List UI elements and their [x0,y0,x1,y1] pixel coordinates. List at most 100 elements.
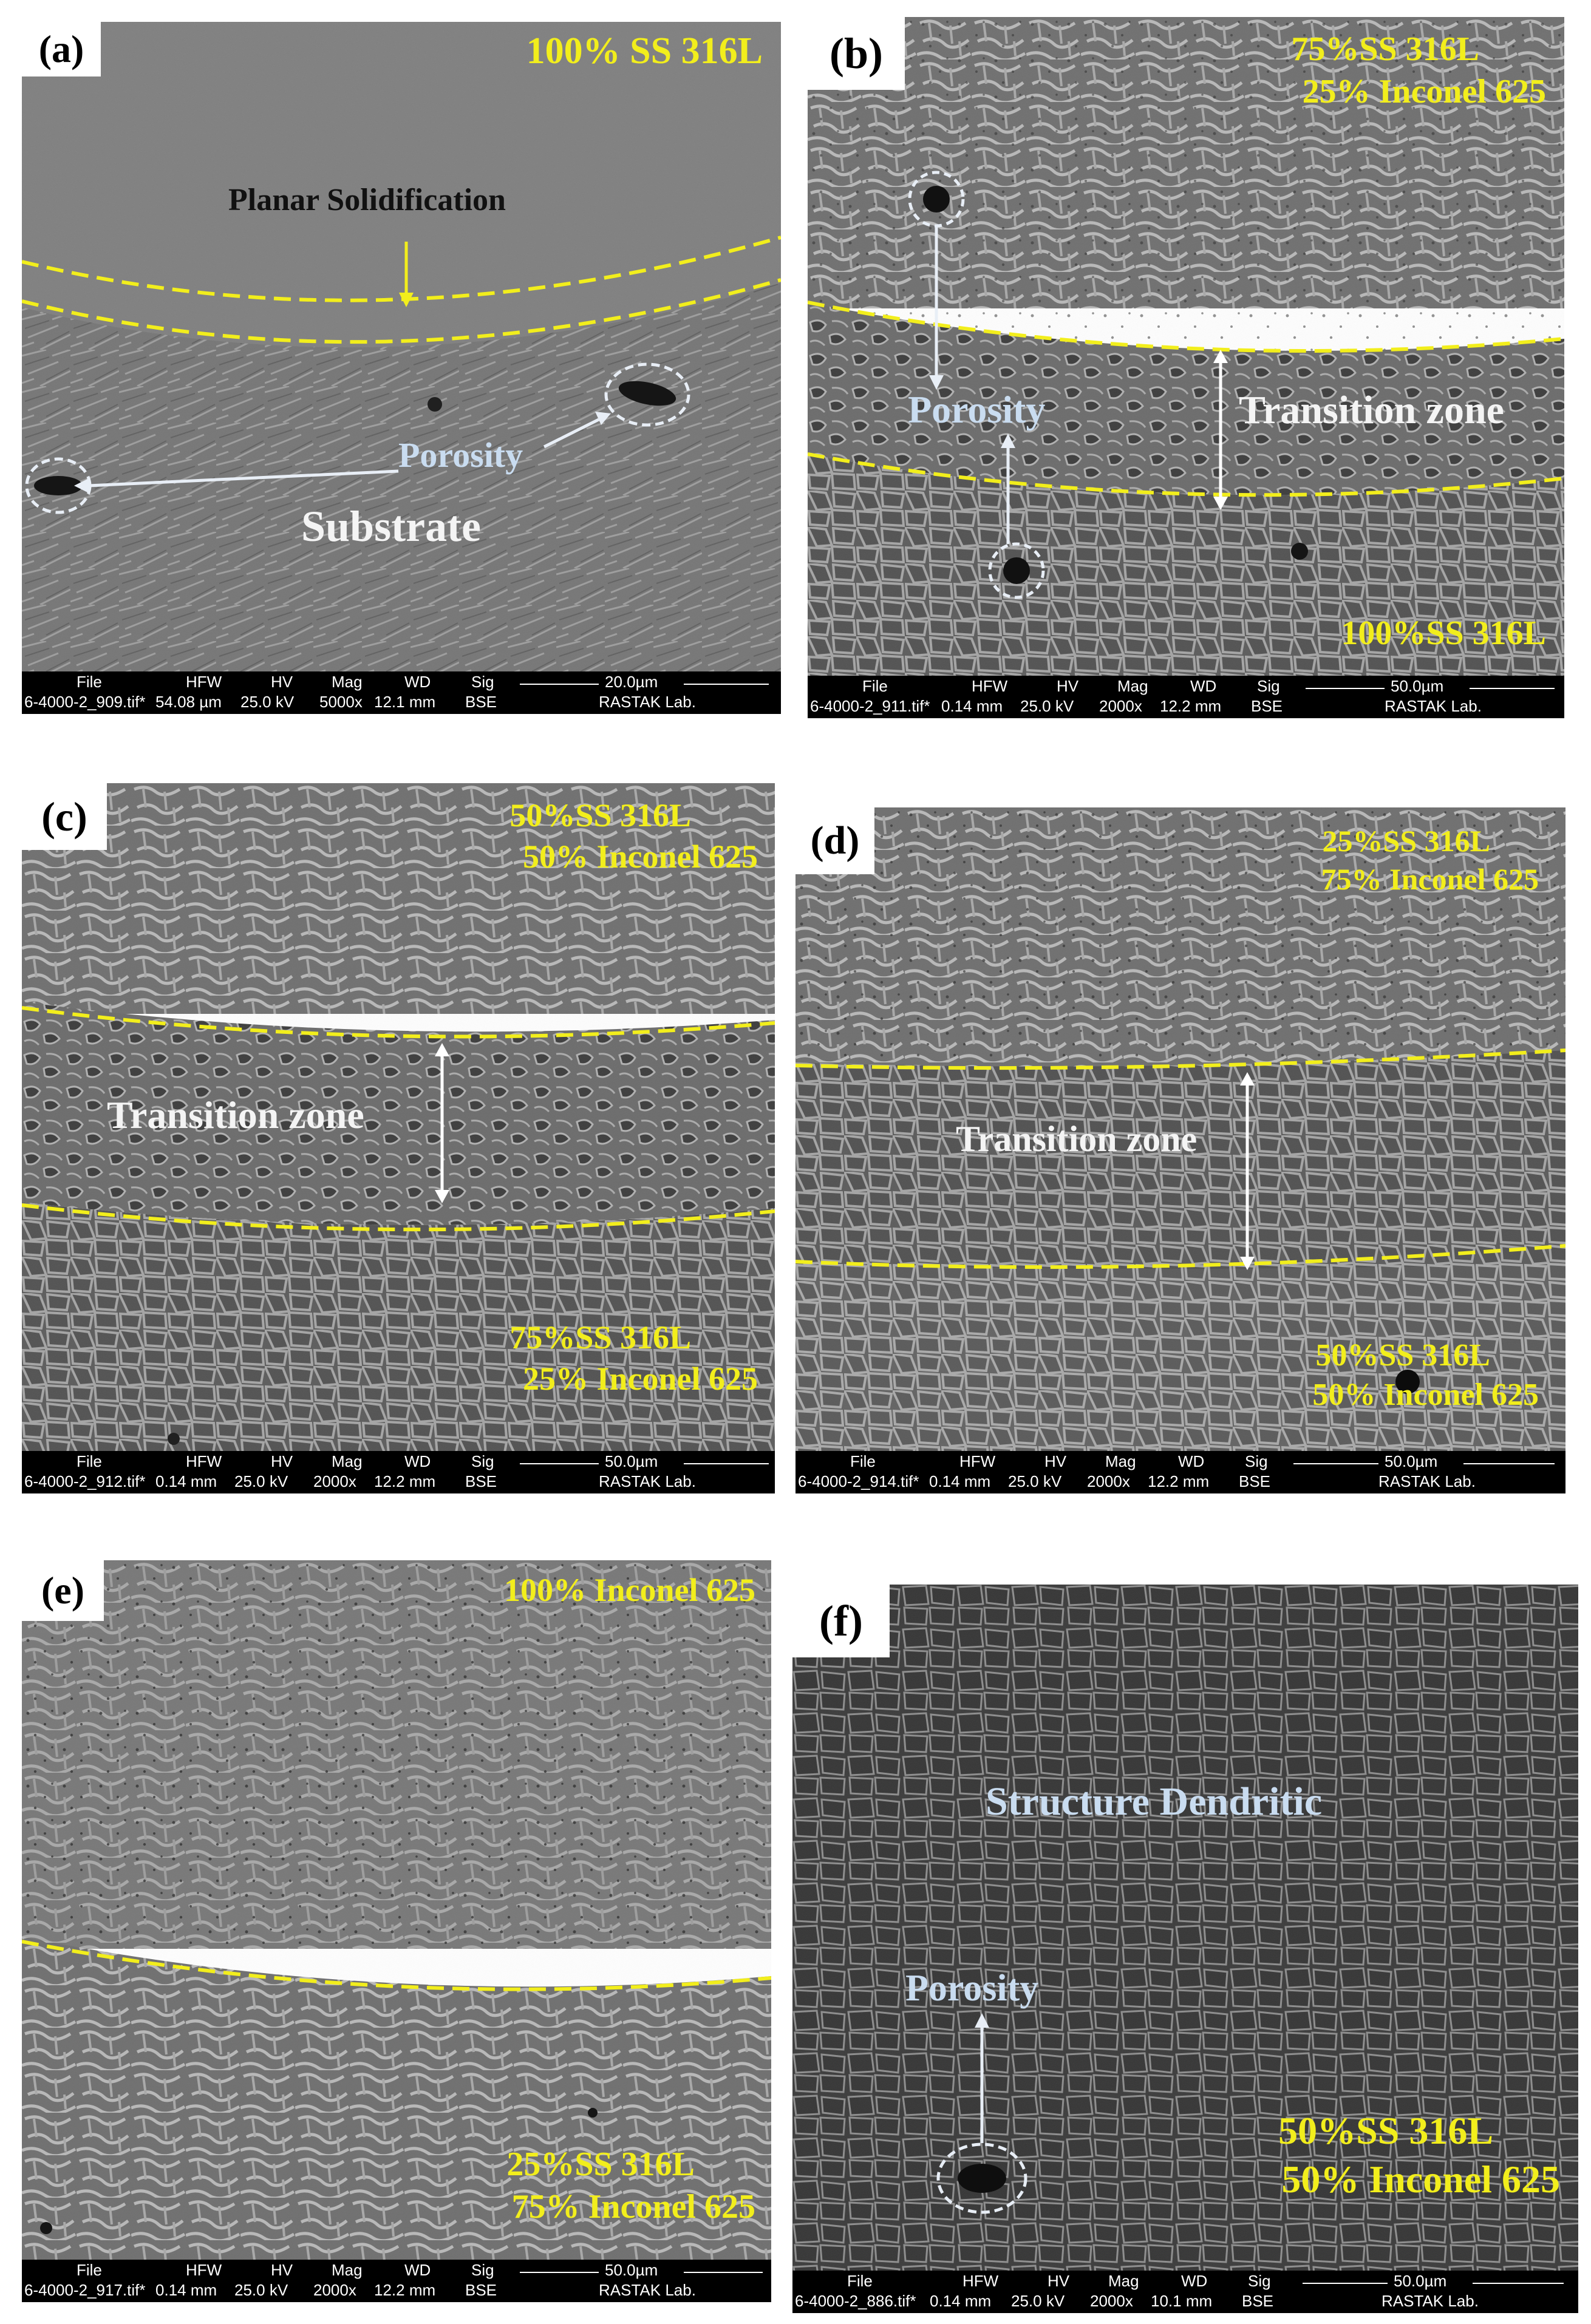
scale-bar [684,1463,769,1464]
sig-value: BSE [465,693,497,711]
scale-bar [520,2272,599,2273]
header-mag: Mag [332,2261,363,2279]
arrowhead [929,375,944,390]
header-file: File [77,673,102,691]
header-hfw: HFW [962,2272,999,2290]
porosity-circle [988,542,1045,599]
panel-label: (f) [792,1585,890,1657]
scale-bar [1473,2283,1564,2284]
panel-a: (a) 100% SS 316L Planar Solidification P… [22,22,781,714]
lab-value: RASTAK Lab. [1381,2292,1479,2310]
sig-value: BSE [465,1472,497,1490]
panel-label: (c) [22,783,107,850]
panel-c: (c) 50%SS 316L 50% Inconel 625 Transitio… [22,783,775,1493]
scale-bar [520,684,599,685]
panel-f: (f) Structure Dendritic Porosity 50%SS 3… [792,1585,1578,2313]
wd-value: 12.2 mm [1148,1472,1210,1490]
data-bar: File HFW HV Mag WD Sig 50.0µm 6-4000-2_9… [22,1451,775,1493]
header-wd: WD [1181,2272,1208,2290]
hfw-value: 0.14 mm [155,2281,217,2299]
scale-bar [684,2272,763,2273]
header-sig: Sig [1257,677,1280,695]
boundary-line [22,1203,775,1232]
file-value: 6-4000-2_912.tif* [24,1472,146,1490]
scale-bar [1306,688,1385,689]
panel-label: (d) [796,807,874,874]
panel-label: (e) [22,1560,104,1621]
pore [168,1433,180,1445]
sem-image-f [792,1585,1578,2313]
hv-value: 25.0 kV [1011,2292,1065,2310]
composition-label: 75%SS 316L 25% Inconel 625 [1291,30,1546,110]
arrowhead [1213,497,1228,510]
boundary-line [808,301,1564,353]
lab-value: RASTAK Lab. [599,1472,696,1490]
hv-value: 25.0 kV [234,1472,288,1490]
arrowhead [1240,1072,1255,1086]
header-hfw: HFW [186,673,222,691]
header-hv: HV [1044,1452,1067,1470]
wd-value: 10.1 mm [1151,2292,1213,2310]
header-mag: Mag [332,673,363,691]
scale-value: 20.0µm [605,673,658,691]
hfw-value: 54.08 µm [155,693,222,711]
porosity-circle [604,362,690,427]
composition-bottom-label: 25%SS 316L 75% Inconel 625 [506,2146,755,2226]
lab-value: RASTAK Lab. [599,693,696,711]
header-wd: WD [404,1452,431,1470]
arrowhead [1240,1257,1255,1270]
porosity-circle [936,2142,1027,2214]
composition-label: 100% SS 316L [526,30,763,72]
sig-value: BSE [1239,1472,1271,1490]
wd-value: 12.2 mm [374,2281,436,2299]
header-mag: Mag [1117,677,1148,695]
file-value: 6-4000-2_917.tif* [24,2281,146,2299]
panel-b: (b) 75%SS 316L 25% Inconel 625 Porosity … [808,17,1564,718]
data-bar: File HFW HV Mag WD Sig 20.0µm 6-4000-2_9… [22,671,781,714]
mag-value: 2000x [1090,2292,1133,2310]
header-file: File [77,2261,102,2279]
scale-value: 50.0µm [1385,1452,1438,1470]
boundary-line [22,1940,771,1991]
header-hv: HV [271,2261,293,2279]
scale-bar [1293,1463,1378,1464]
hfw-value: 0.14 mm [929,1472,991,1490]
boundary-line [22,278,781,344]
mag-value: 5000x [319,693,363,711]
wd-value: 12.2 mm [1160,697,1222,715]
scale-value: 50.0µm [605,2261,658,2279]
header-mag: Mag [1105,1452,1136,1470]
arrowhead [435,1043,449,1056]
header-sig: Sig [471,1452,494,1470]
scale-bar [1470,688,1555,689]
panel-label: (a) [22,22,101,76]
lab-value: RASTAK Lab. [599,2281,696,2299]
file-value: 6-4000-2_911.tif* [810,697,930,715]
pore [34,476,83,495]
file-value: 6-4000-2_886.tif* [795,2292,916,2310]
scale-bar [1463,1463,1555,1464]
panel-d: (d) 25%SS 316L 75% Inconel 625 Transitio… [796,807,1565,1493]
header-hfw: HFW [972,677,1008,695]
hv-value: 25.0 kV [1020,697,1074,715]
mag-value: 2000x [1087,1472,1130,1490]
arrowhead [1213,350,1228,363]
header-mag: Mag [332,1452,363,1470]
composition-bottom-label: 100%SS 316L [1341,614,1546,652]
header-file: File [862,677,888,695]
composition-bottom-label: 50%SS 316L 50% Inconel 625 [1312,1338,1539,1412]
data-bar: File HFW HV Mag WD Sig 50.0µm 6-4000-2_8… [792,2271,1578,2313]
sem-image-e [22,1560,771,2302]
transition-zone-label: Transition zone [956,1119,1198,1159]
arrowhead [399,293,414,307]
porosity-label: Porosity [908,388,1046,431]
header-mag: Mag [1108,2272,1139,2290]
header-hfw: HFW [186,1452,222,1470]
planar-solidification-label: Planar Solidification [228,183,506,217]
lab-value: RASTAK Lab. [1385,697,1482,715]
header-wd: WD [404,2261,431,2279]
composition-label: 25%SS 316L 75% Inconel 625 [1321,824,1539,896]
arrowhead [975,2013,989,2028]
wd-value: 12.2 mm [374,1472,436,1490]
scale-bar [1303,2283,1388,2284]
